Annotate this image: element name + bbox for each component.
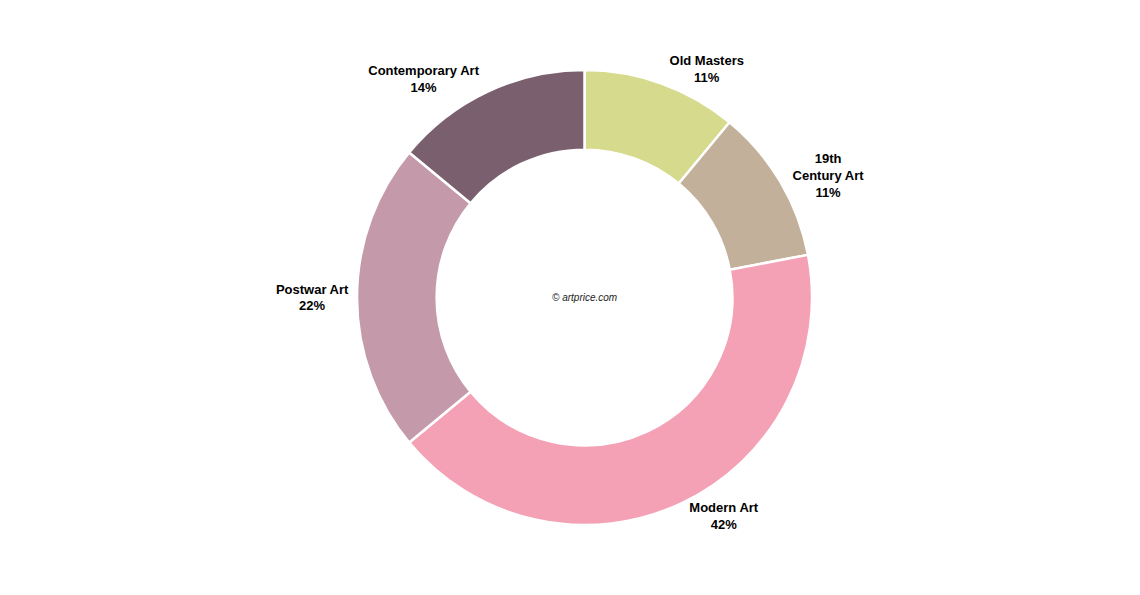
svg-text:© artprice.com: © artprice.com xyxy=(552,292,617,303)
svg-text:Postwar Art22%: Postwar Art22% xyxy=(276,282,349,314)
svg-text:19thCentury Art11%: 19thCentury Art11% xyxy=(793,151,865,200)
svg-text:Old Masters11%: Old Masters11% xyxy=(670,53,744,85)
svg-text:Modern Art42%: Modern Art42% xyxy=(689,500,759,532)
svg-text:Contemporary Art14%: Contemporary Art14% xyxy=(368,63,479,95)
